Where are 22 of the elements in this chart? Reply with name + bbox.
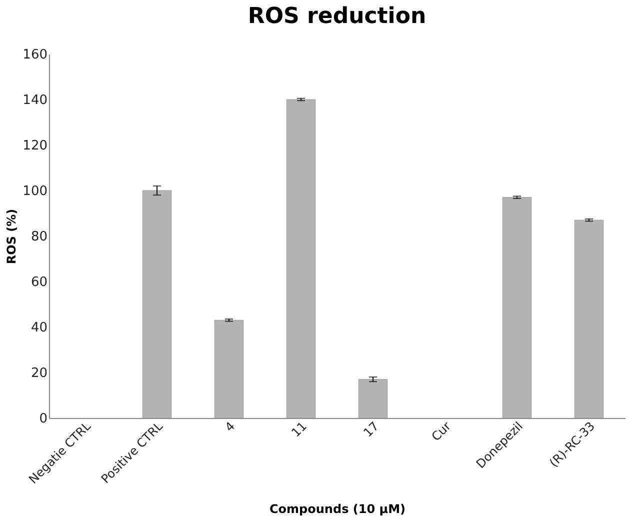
y-tick-label: 120 <box>22 138 48 154</box>
bar <box>358 379 388 418</box>
bar <box>286 99 316 418</box>
y-tick-label: 80 <box>30 230 48 244</box>
y-axis-title: ROS (%) <box>4 208 19 264</box>
y-tick-label: 100 <box>22 184 48 199</box>
bar <box>142 190 172 418</box>
x-tick-label: 11 <box>288 419 310 440</box>
chart-title: ROS reduction <box>248 4 426 29</box>
x-tick-label: 17 <box>360 419 382 440</box>
y-tick-label: 20 <box>30 366 48 381</box>
x-tick-label: 4 <box>222 419 238 434</box>
x-tick-label: Cur <box>428 419 454 444</box>
bar <box>214 320 244 418</box>
y-tick-label: 140 <box>22 93 48 108</box>
bar <box>574 220 604 418</box>
y-tick-label: 160 <box>22 48 48 62</box>
y-tick-label: 40 <box>30 320 48 336</box>
bar <box>502 197 532 418</box>
y-tick-label: 60 <box>30 275 48 290</box>
y-tick-label: 0 <box>39 412 48 426</box>
x-axis-title: Compounds (10 µM) <box>269 502 406 516</box>
